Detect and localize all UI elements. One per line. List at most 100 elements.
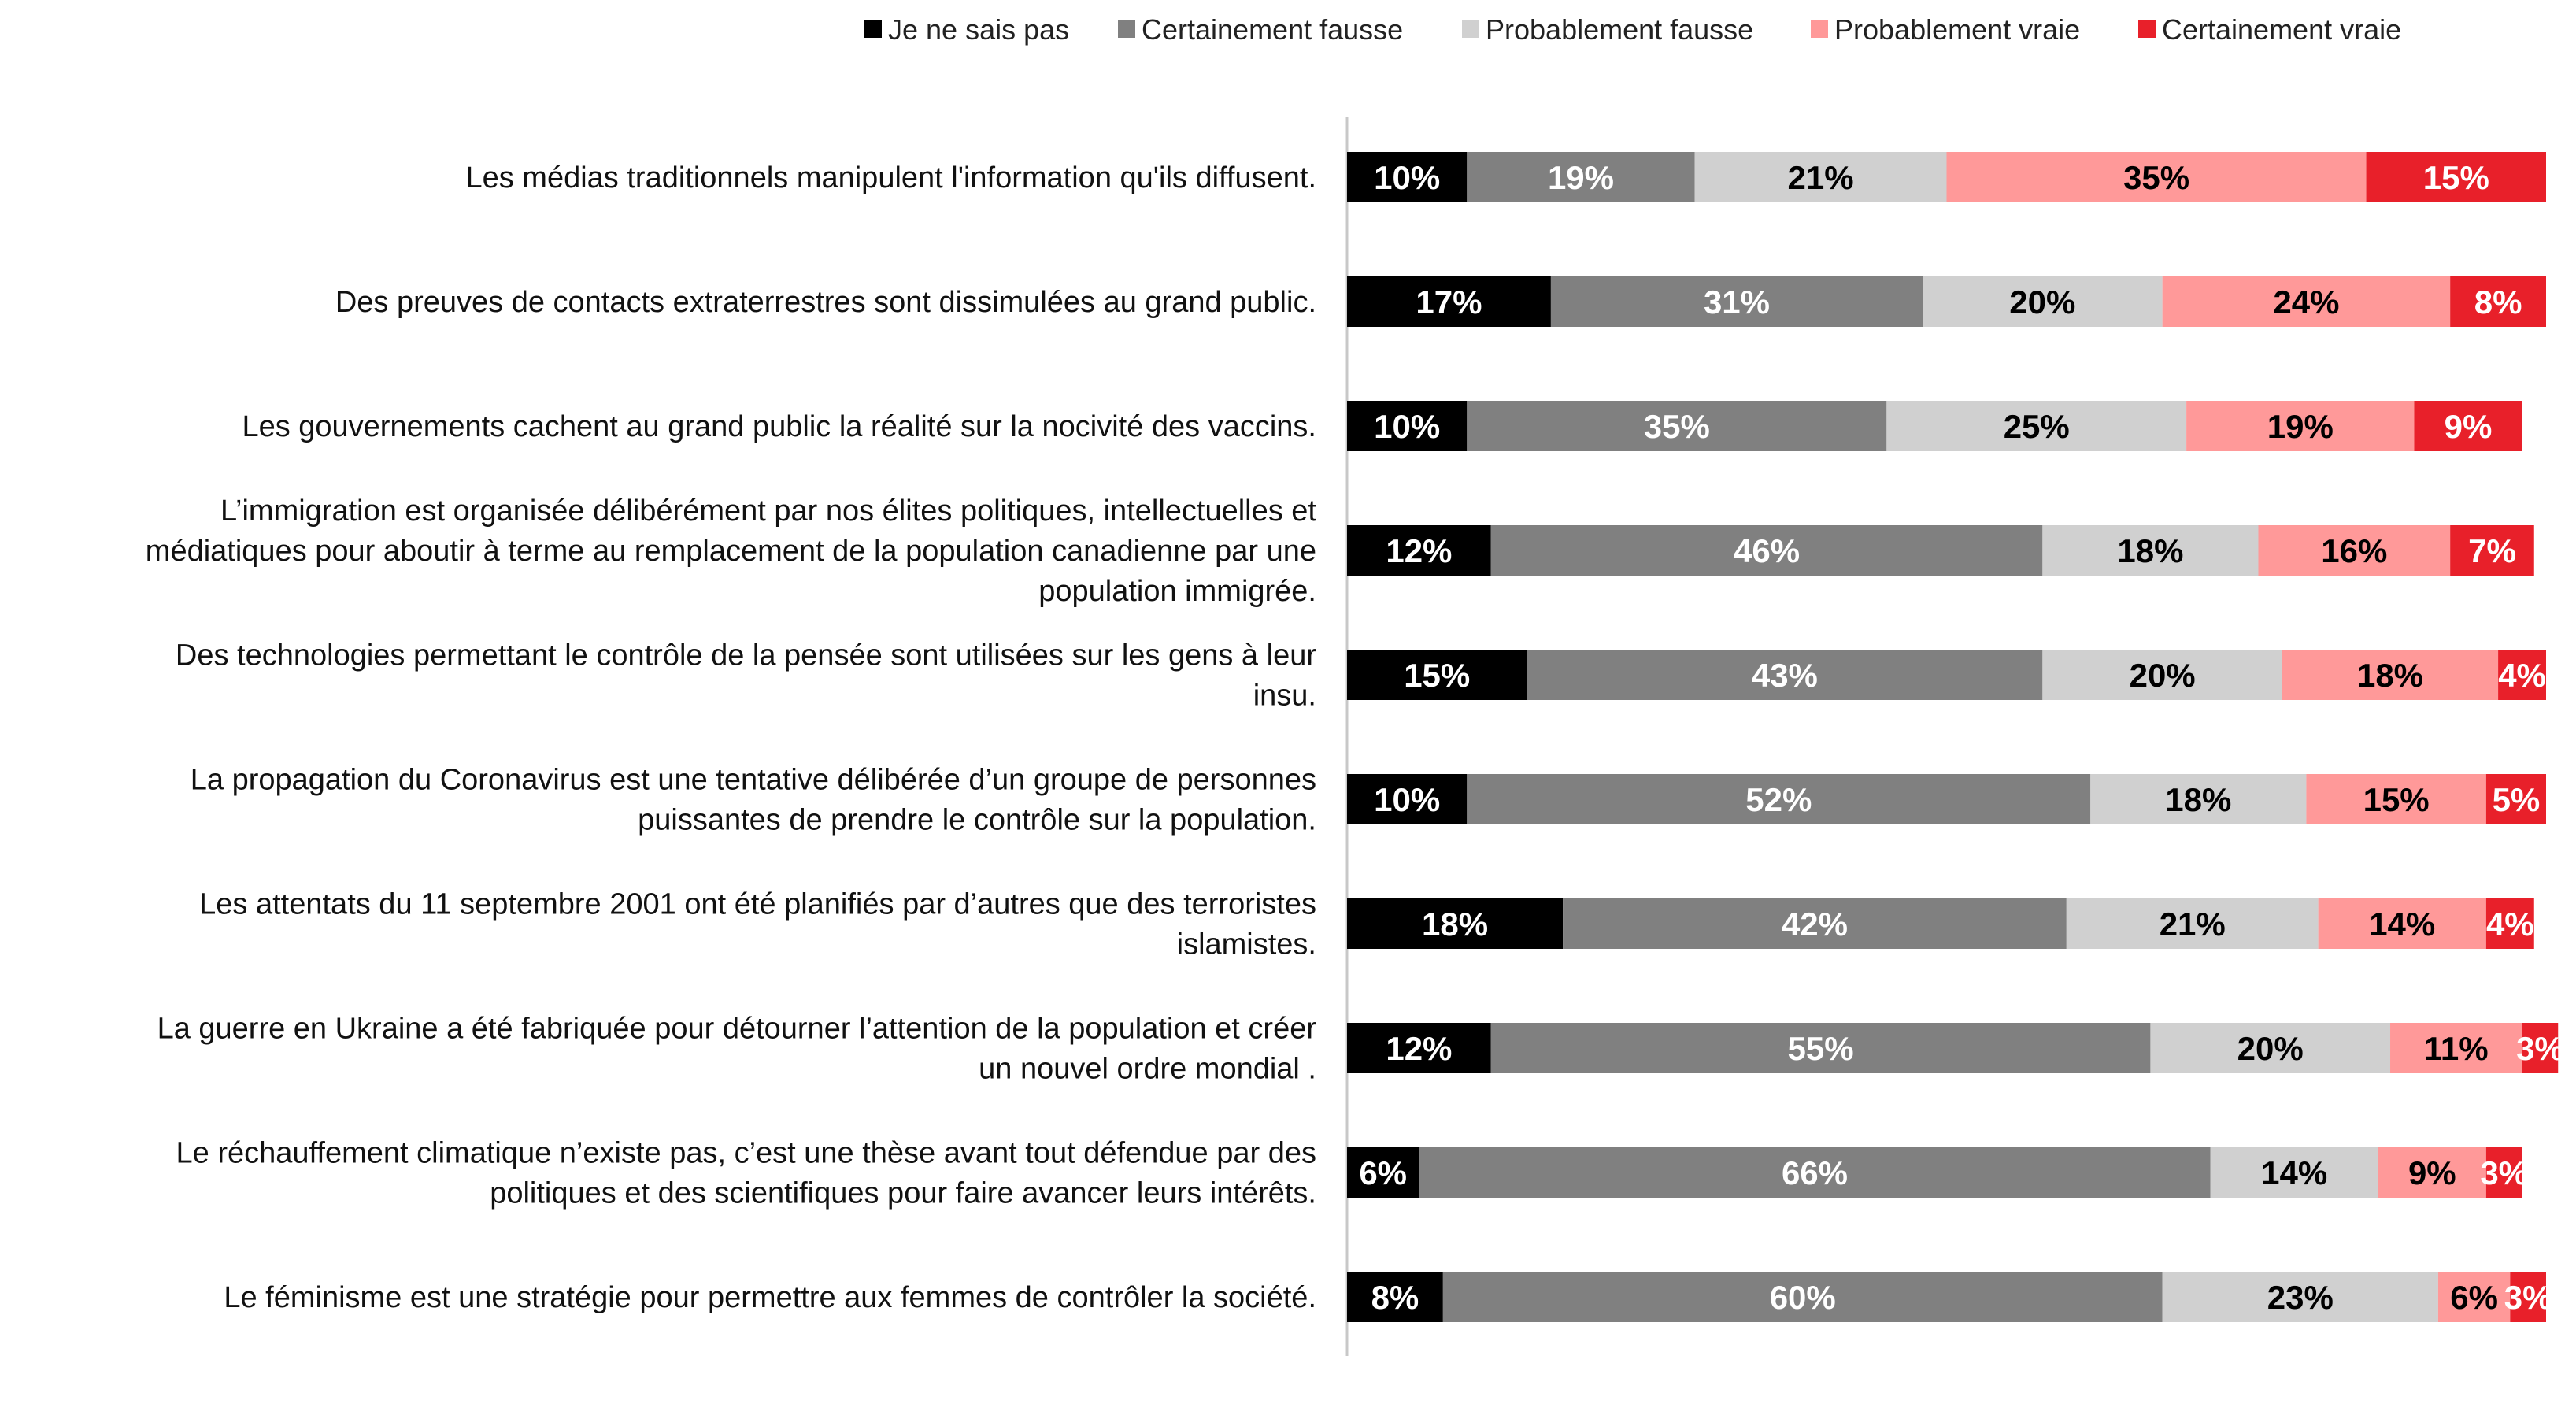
data-label-row-2-series-5: 8% — [2474, 283, 2522, 320]
data-label-row-1-series-2: 19% — [1548, 159, 1614, 196]
category-label-10-line-1: Le féminisme est une stratégie pour perm… — [224, 1281, 1316, 1314]
data-label-row-7-series-1: 18% — [1422, 906, 1488, 943]
data-label-row-5-series-1: 15% — [1404, 657, 1470, 694]
data-label-row-10-series-4: 6% — [2450, 1279, 2498, 1316]
category-label-7-line-1: Les attentats du 11 septembre 2001 ont é… — [199, 888, 1316, 921]
legend-swatch-4 — [1811, 20, 1828, 38]
bar-row-4-series-1 — [1347, 525, 1491, 576]
data-label-row-7-series-4: 14% — [2369, 906, 2435, 943]
data-label-row-2-series-4: 24% — [2273, 283, 2339, 320]
bar-row-8-series-5 — [2522, 1023, 2559, 1073]
category-label-9-line-2: politiques et des scientifiques pour fai… — [490, 1177, 1316, 1210]
data-label-row-6-series-4: 15% — [2363, 781, 2430, 818]
data-label-row-5-series-2: 43% — [1752, 657, 1818, 694]
data-label-row-1-series-1: 10% — [1374, 159, 1440, 196]
category-label-4-line-3: population immigrée. — [1038, 575, 1316, 608]
legend-swatch-1 — [864, 20, 882, 38]
bar-row-5-series-5 — [2498, 650, 2546, 700]
legend-swatch-2 — [1118, 20, 1135, 38]
bar-row-9-series-4 — [2378, 1147, 2486, 1198]
bar-row-1-series-3 — [1694, 152, 1947, 202]
bar-row-1-series-4 — [1946, 152, 2367, 202]
data-label-row-4-series-1: 12% — [1386, 532, 1452, 569]
bar-row-6-series-4 — [2306, 774, 2486, 824]
bar-row-8-series-2 — [1490, 1023, 2151, 1073]
bar-row-7-series-3 — [2066, 898, 2319, 949]
data-label-row-3-series-2: 35% — [1644, 408, 1710, 445]
category-label-8-line-1: La guerre en Ukraine a été fabriquée pou… — [157, 1013, 1317, 1046]
data-label-row-6-series-5: 5% — [2493, 781, 2541, 818]
bar-row-3-series-2 — [1467, 401, 1887, 451]
category-label-8-line-2: un nouvel ordre mondial . — [979, 1053, 1316, 1086]
bar-row-5-series-1 — [1347, 650, 1527, 700]
bar-row-5-series-4 — [2282, 650, 2499, 700]
bar-row-5-series-3 — [2042, 650, 2282, 700]
bar-row-4-series-5 — [2450, 525, 2534, 576]
data-label-row-2-series-3: 20% — [2009, 283, 2075, 320]
data-label-row-8-series-3: 20% — [2237, 1030, 2304, 1067]
legend-label-3: Probablement fausse — [1486, 13, 1753, 46]
bar-row-10-series-3 — [2162, 1272, 2438, 1322]
legend-label-1: Je ne sais pas — [888, 13, 1069, 46]
data-label-row-1-series-5: 15% — [2423, 159, 2489, 196]
bar-row-8-series-3 — [2150, 1023, 2391, 1073]
category-label-1-line-1: Les médias traditionnels manipulent l'in… — [465, 161, 1316, 194]
bar-row-7-series-1 — [1347, 898, 1564, 949]
bar-row-5-series-2 — [1527, 650, 2043, 700]
data-label-row-6-series-1: 10% — [1374, 781, 1440, 818]
data-label-row-7-series-5: 4% — [2486, 906, 2534, 943]
data-label-row-10-series-3: 23% — [2267, 1279, 2334, 1316]
bar-row-6-series-1 — [1347, 774, 1468, 824]
category-label-3-line-1: Les gouvernements cachent au grand publi… — [242, 410, 1316, 443]
data-label-row-7-series-3: 21% — [2160, 906, 2226, 943]
data-label-row-8-series-5: 3% — [2516, 1030, 2564, 1067]
data-label-row-5-series-4: 18% — [2357, 657, 2423, 694]
legend: Je ne sais pas Certainement fausse Probabl… — [864, 13, 2401, 46]
bar-row-7-series-2 — [1563, 898, 2067, 949]
data-label-row-1-series-3: 21% — [1788, 159, 1854, 196]
data-label-row-4-series-2: 46% — [1734, 532, 1800, 569]
bar-row-2-series-2 — [1550, 276, 1923, 327]
legend-swatch-5 — [2138, 20, 2156, 38]
bar-row-2-series-3 — [1923, 276, 2163, 327]
legend-swatch-3 — [1462, 20, 1479, 38]
data-label-row-1-series-4: 35% — [2123, 159, 2189, 196]
category-labels: Les médias traditionnels manipulent l'in… — [146, 161, 1317, 1314]
data-label-row-4-series-5: 7% — [2468, 532, 2516, 569]
data-label-row-9-series-1: 6% — [1359, 1154, 1407, 1191]
data-label-row-7-series-2: 42% — [1782, 906, 1848, 943]
bar-row-7-series-4 — [2318, 898, 2486, 949]
bar-row-10-series-2 — [1442, 1272, 2163, 1322]
data-label-row-5-series-5: 4% — [2498, 657, 2546, 694]
category-label-6-line-1: La propagation du Coronavirus est une te… — [191, 764, 1316, 797]
bar-row-2-series-1 — [1347, 276, 1551, 327]
bar-row-10-series-4 — [2437, 1272, 2511, 1322]
bar-row-9-series-1 — [1347, 1147, 1419, 1198]
data-label-row-3-series-5: 9% — [2445, 408, 2493, 445]
bars: 10% 19% 21% 35% 15% 17% 31% 20% 24% 8% 10% 35% 25% 19… — [1347, 152, 2564, 1322]
bar-row-6-series-3 — [2090, 774, 2307, 824]
bar-row-10-series-5 — [2510, 1272, 2546, 1322]
data-label-row-10-series-5: 3% — [2504, 1279, 2552, 1316]
category-label-7-line-2: islamistes. — [1177, 928, 1316, 961]
data-label-row-9-series-4: 9% — [2408, 1154, 2456, 1191]
bar-row-1-series-1 — [1347, 152, 1468, 202]
legend-label-4: Probablement vraie — [1834, 13, 2080, 46]
legend-label-5: Certainement vraie — [2162, 13, 2401, 46]
data-label-row-3-series-4: 19% — [2267, 408, 2334, 445]
data-label-row-6-series-3: 18% — [2165, 781, 2231, 818]
data-label-row-9-series-2: 66% — [1782, 1154, 1848, 1191]
bar-row-1-series-5 — [2366, 152, 2546, 202]
bar-row-4-series-3 — [2042, 525, 2259, 576]
legend-label-2: Certainement fausse — [1142, 13, 1403, 46]
category-label-6-line-2: puissantes de prendre le contrôle sur la… — [638, 804, 1316, 837]
bar-row-9-series-5 — [2485, 1147, 2522, 1198]
data-label-row-3-series-1: 10% — [1374, 408, 1440, 445]
data-label-row-5-series-3: 20% — [2130, 657, 2196, 694]
data-label-row-10-series-2: 60% — [1770, 1279, 1836, 1316]
bar-row-3-series-4 — [2186, 401, 2415, 451]
bar-row-7-series-5 — [2485, 898, 2534, 949]
category-label-5-line-2: insu. — [1253, 680, 1316, 713]
